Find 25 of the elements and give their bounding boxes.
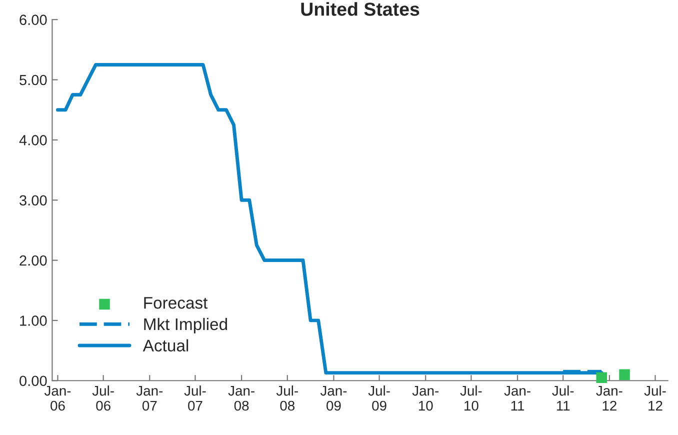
chart-title: United States	[301, 2, 420, 16]
x-tick-label: Jul- 12	[644, 385, 666, 411]
legend-label: Forecast	[144, 297, 208, 309]
y-tick-label: 2.00	[20, 255, 47, 266]
y-tick-label: 3.00	[20, 195, 47, 206]
y-tick-label: 4.00	[19, 135, 47, 146]
y-tick-label: 0.00	[20, 376, 47, 386]
legend-label: Mkt Implied	[144, 318, 227, 334]
x-tick-label: Jan- 06	[44, 386, 71, 411]
legend-label: Actual	[142, 339, 188, 352]
x-tick-label: Jan- 09	[320, 386, 347, 411]
y-tick-label: 1.00	[20, 316, 47, 326]
x-tick-label: Jul- 06	[92, 385, 114, 411]
x-tick-label: Jul- 11	[552, 385, 574, 411]
y-tick-label: 6.00	[20, 14, 47, 26]
x-tick-label: Jul- 10	[460, 385, 482, 411]
x-tick-label: Jan- 12	[596, 386, 622, 411]
x-tick-label: Jan- 07	[136, 386, 163, 411]
x-tick-label: Jan- 10	[412, 386, 438, 411]
x-tick-label: Jul- 08	[276, 385, 298, 411]
y-tick-label: 5.00	[20, 74, 47, 86]
x-tick-label: Jan- 08	[228, 386, 254, 411]
x-tick-label: Jul- 09	[368, 385, 390, 411]
x-tick-label: Jul- 07	[184, 385, 206, 411]
x-tick-label: Jan- 11	[504, 386, 530, 411]
